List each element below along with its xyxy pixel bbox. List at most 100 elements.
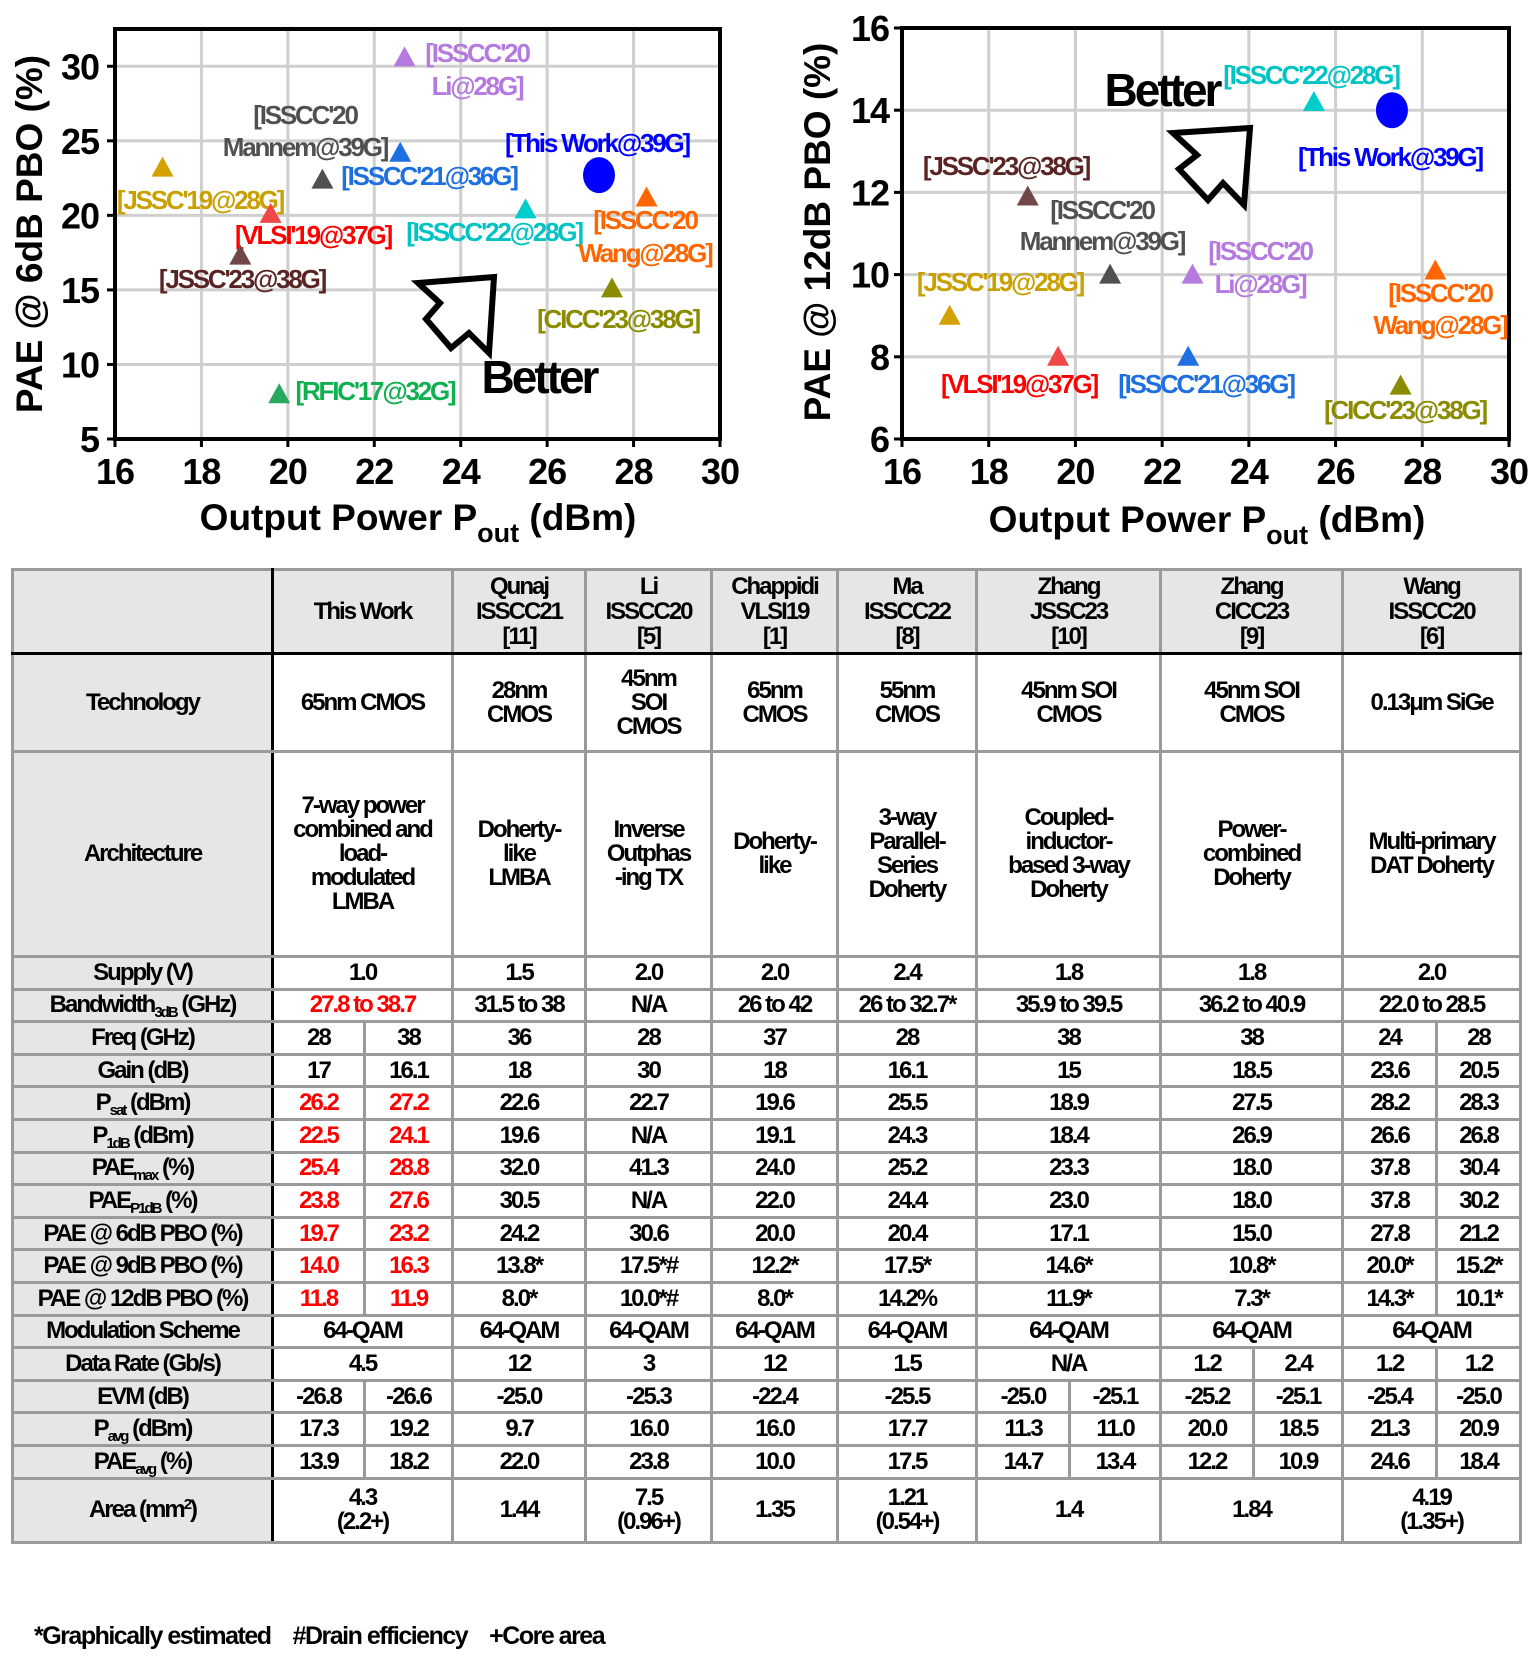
row-label-text: P [95,1089,112,1117]
table-row: P1dB (dBm) 22.5 24.1 19.6 N/A 19.1 24.3 18.4 26.… [11,1117,1523,1154]
table-cell: 1.2 [1341,1346,1439,1382]
table-row: PAEavg (%) 13.9 18.2 22.0 23.8 10.0 17.5 14.7 13… [11,1443,1523,1480]
data-point-label: [ISSCC'20 [1208,236,1313,266]
table-cell: 11.0 [1068,1411,1163,1447]
data-point-label: Wang@28G] [578,238,713,268]
table-row: PAEmax (%) 25.4 28.8 32.0 41.3 24.0 25.2 23.3 18… [11,1150,1523,1187]
column-header: Zhang CICC23 [9] [1159,568,1345,655]
table-row: PAEP1dB (%) 23.8 27.6 30.5 N/A 22.0 24.4 23.0 18… [11,1183,1523,1219]
row-label-unit: ) [190,1496,198,1523]
table-cell: 28 [584,1020,714,1056]
table-cell: 19.7 [271,1215,366,1252]
x-tick-label: 24 [442,451,481,492]
row-label-unit: (%) [160,1186,198,1214]
table-cell: 22.0 [451,1443,588,1480]
table-cell: 18.9 [975,1085,1163,1121]
table-row: PAE @ 6dB PBO (%) 19.7 23.2 24.2 30.6 20.0 20.… [11,1215,1523,1252]
row-label: Freq (GHz) [11,1020,274,1056]
table-cell: 24.6 [1341,1443,1439,1480]
x-axis-title-unit: (dBm) [1308,499,1425,540]
data-point-this-work [1375,92,1408,129]
footnote-text: Core area [502,1622,605,1650]
table-row: Pavg (dBm) 17.3 19.2 9.7 16.0 16.0 17.7 11.3 11.… [11,1411,1523,1447]
data-point [1181,263,1204,284]
y-tick-label: 6 [870,419,889,460]
table-cell: 16.1 [836,1052,979,1089]
table-cell: 2.4 [1252,1346,1345,1382]
table-cell: 28.8 [362,1150,455,1187]
data-point-label: Mannem@39G] [1020,226,1186,256]
data-point [1177,345,1200,366]
table-cell: 22.5 [271,1117,366,1154]
table-cell: 18.0 [1159,1150,1345,1187]
table-cell: 14.6* [975,1248,1163,1284]
table-cell: 30.4 [1435,1150,1523,1187]
data-point [311,168,334,189]
table-cell: 2.0 [1341,955,1523,991]
table-cell: 19.6 [710,1085,840,1121]
data-point-label: [This Work@39G] [505,128,691,158]
table-cell: 17.5*# [584,1248,714,1284]
table-cell: 28 [271,1020,366,1056]
table-cell: N/A [584,987,714,1024]
table-cell: 17 [271,1052,366,1089]
data-point-this-work [583,157,615,194]
table-cell: -25.3 [584,1378,714,1415]
data-point [514,198,537,219]
row-label-unit: (%) [155,1447,193,1475]
table-cell: 1.84 [1159,1476,1345,1544]
table-cell: 11.9 [362,1280,455,1317]
table-cell: Coupled- inductor- based 3-way Doherty [975,750,1163,958]
x-tick-label: 20 [269,451,307,492]
footnote-text: Graphically estimated [42,1622,272,1650]
table-cell: 12 [451,1346,588,1382]
data-point [938,304,961,325]
table-cell: 45nm SOI CMOS [975,652,1163,753]
row-label: PAE @ 12dB PBO (%) [11,1280,274,1317]
table-cell: 13.8* [451,1248,588,1284]
data-point-label: [ISSCC'20 [425,38,530,68]
table-cell: 36 [451,1020,588,1056]
table-cell: 1.35 [710,1476,840,1544]
data-point-label: [RFIC'17@32G] [296,376,457,406]
data-point [389,141,412,162]
table-row: Supply (V) 1.0 1.5 2.0 2.0 2.4 1.8 1.8 2.0 [11,955,1523,991]
table-cell: N/A [975,1346,1163,1382]
table-cell: 38 [1159,1020,1345,1056]
table-cell: 27.2 [362,1085,455,1121]
data-point [393,46,416,67]
data-point [1016,185,1039,206]
row-label: Modulation Scheme [11,1313,274,1350]
row-label-text: Modulation Scheme [46,1317,241,1345]
table-cell: 16.3 [362,1248,455,1284]
data-point-label: [ISSCC'20 [593,205,698,235]
table-cell: 24 [1341,1020,1439,1056]
table-cell: 15.2* [1435,1248,1523,1284]
table-cell: 3-way Parallel- Series Doherty [836,750,979,958]
row-label-text: PAE [93,1447,138,1475]
row-label-unit: (dBm) [128,1121,194,1149]
table-cell: -22.4 [710,1378,840,1415]
row-label: Supply (V) [11,955,274,991]
table-cell: -25.0 [451,1378,588,1415]
table-cell: 30 [584,1052,714,1089]
footnote: #Drain efficiency [293,1622,469,1650]
table-cell: 21.2 [1435,1215,1523,1252]
row-label-unit: (GHz) [176,991,237,1019]
data-point-label: [ISSCC'20 [1050,195,1155,225]
table-cell: 23.0 [975,1183,1163,1219]
table-cell: 1.8 [1159,955,1345,991]
table-cell: 38 [975,1020,1163,1056]
row-label: Gain (dB) [11,1052,274,1089]
data-point-label: [ISSCC'20 [253,100,358,130]
table-cell: 1.0 [270,955,455,991]
table-cell: 23.8 [271,1183,366,1219]
table-cell: 26.9 [1159,1117,1345,1154]
table-header-row: This Work Qunaj ISSCC21 [11] Li ISSCC20 [5… [11,568,1523,655]
table-cell: 22.0 [710,1183,840,1219]
data-point-label: Wang@28G] [1373,310,1508,340]
row-label: PAEmax (%) [11,1150,274,1187]
table-row: Gain (dB) 17 16.1 18 30 18 16.1 15 18.5 23.6 20.5 [11,1052,1523,1089]
row-label-unit: (dBm) [125,1089,191,1117]
table-cell: 20.0 [1159,1411,1256,1447]
